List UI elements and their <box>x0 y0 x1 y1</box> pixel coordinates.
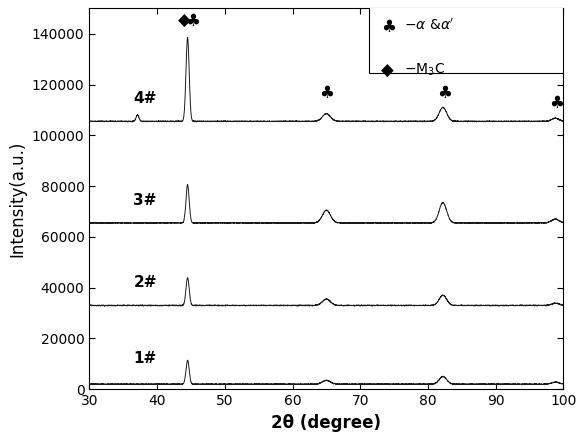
Text: ♣: ♣ <box>185 12 201 30</box>
Text: ♣: ♣ <box>319 84 334 102</box>
Text: $-$M$_3$C: $-$M$_3$C <box>404 62 445 78</box>
Text: $-\alpha$ &$\alpha$$^{\prime}$: $-\alpha$ &$\alpha$$^{\prime}$ <box>404 18 453 33</box>
Text: ♣: ♣ <box>549 95 564 113</box>
Text: 4#: 4# <box>133 91 157 106</box>
Text: ♣: ♣ <box>438 84 452 102</box>
Text: 2#: 2# <box>133 275 157 290</box>
Text: 1#: 1# <box>133 351 157 366</box>
Text: ♣: ♣ <box>381 18 396 36</box>
Text: ◆: ◆ <box>178 12 191 30</box>
Y-axis label: Intensity(a.u.): Intensity(a.u.) <box>8 141 26 257</box>
X-axis label: 2θ (degree): 2θ (degree) <box>271 414 381 432</box>
FancyBboxPatch shape <box>369 7 563 73</box>
Text: ◆: ◆ <box>381 62 394 80</box>
Text: 3#: 3# <box>133 193 157 208</box>
